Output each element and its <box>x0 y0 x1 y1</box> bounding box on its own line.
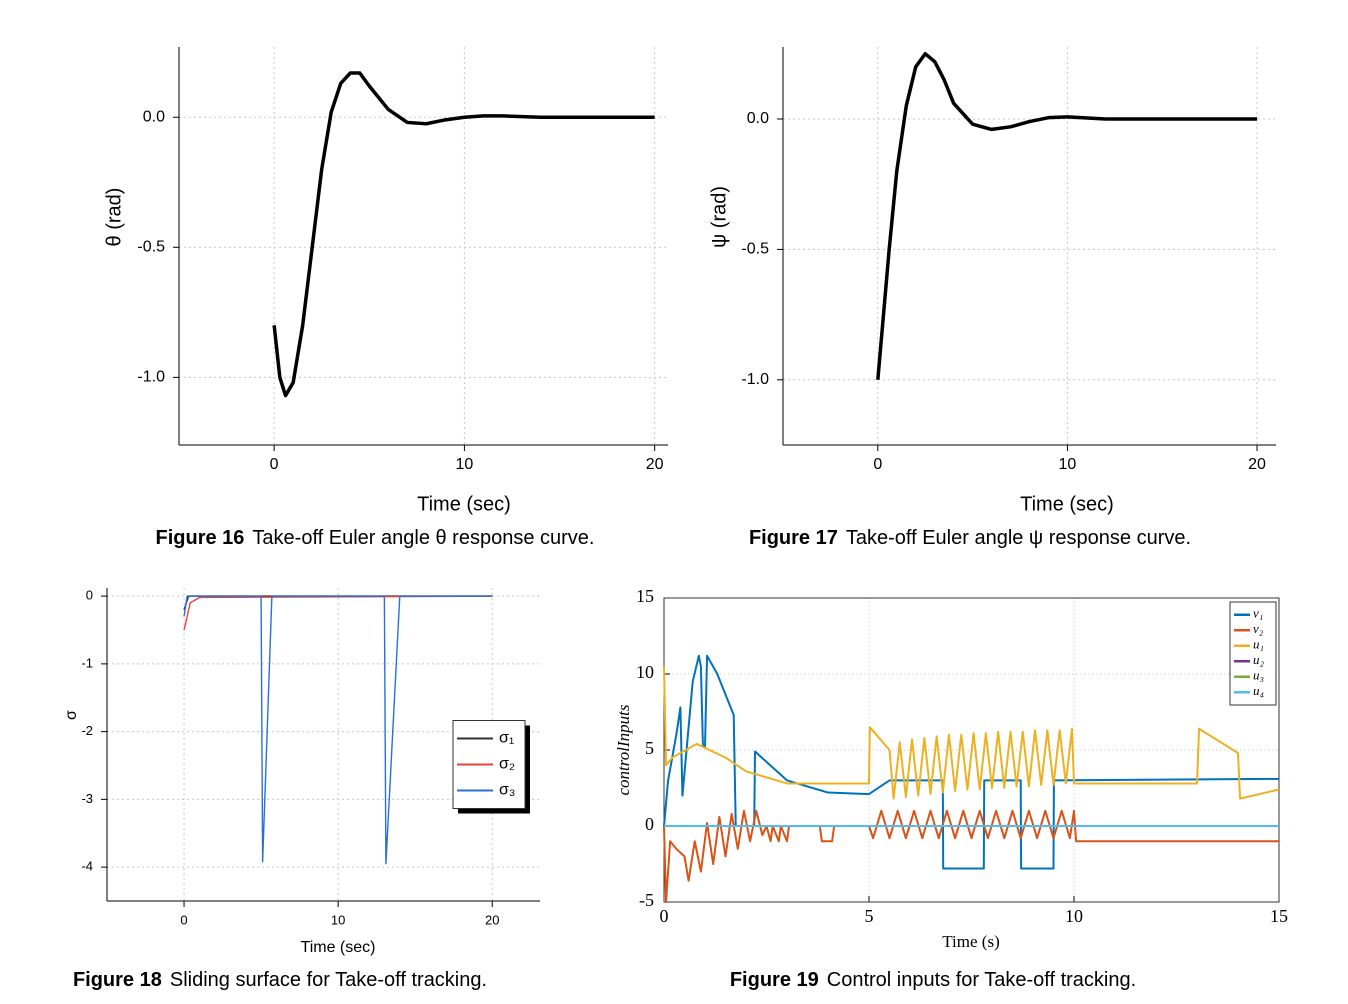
y-tick-label: -1.0 <box>741 371 769 388</box>
y-axis-label: σ <box>63 710 80 720</box>
x-tick-label: 10 <box>456 456 474 473</box>
y-tick-label: -2 <box>81 723 93 738</box>
x-tick-label: 5 <box>865 906 874 926</box>
legend-label: σ₃ <box>499 782 515 799</box>
figure-caption: Figure 19 Control inputs for Take-off tra… <box>730 969 1136 991</box>
figure-label: Figure 18 <box>73 969 162 991</box>
series-line <box>876 52 1258 380</box>
x-tick-label: 10 <box>1059 456 1077 473</box>
y-tick-label: 0 <box>86 588 93 603</box>
legend-label: v₁ <box>1253 606 1263 621</box>
y-tick-label: 10 <box>636 662 654 682</box>
y-axis-label: ψ (rad) <box>708 186 730 248</box>
figure-caption: Figure 17 Take-off Euler angle ψ response… <box>749 527 1191 549</box>
x-axis-label: Time (sec) <box>301 939 376 956</box>
x-tick-label: 0 <box>873 456 882 473</box>
x-tick-label: 0 <box>180 912 187 927</box>
x-tick-label: 10 <box>331 912 345 927</box>
y-axis-label: controlInputs <box>614 704 633 795</box>
x-axis-label: Time (s) <box>942 932 999 951</box>
series-line <box>183 595 493 865</box>
y-tick-label: 5 <box>645 738 654 758</box>
y-tick-label: 0.0 <box>143 108 165 125</box>
legend-label: u₁ <box>1253 637 1264 652</box>
y-tick-label: 15 <box>636 586 654 606</box>
y-tick-label: -1 <box>81 655 93 670</box>
caption-text: Control inputs for Take-off tracking. <box>827 969 1136 991</box>
y-tick-label: -0.5 <box>137 239 165 256</box>
y-tick-label: -5 <box>639 890 654 910</box>
x-tick-label: 10 <box>1065 906 1083 926</box>
figure-caption: Figure 16 Take-off Euler angle θ response… <box>156 527 595 549</box>
series-line <box>272 71 655 398</box>
y-tick-label: -3 <box>81 791 93 806</box>
legend-box <box>1229 601 1277 706</box>
figure-label: Figure 16 <box>156 527 245 549</box>
y-tick-label: -4 <box>81 859 93 874</box>
y-axis-label: θ (rad) <box>103 188 125 247</box>
y-tick-label: -0.5 <box>741 241 769 258</box>
x-tick-label: 20 <box>646 456 664 473</box>
legend-label: σ₂ <box>499 756 515 773</box>
chart: 0 -1 -2 -3 -4 0 10 20 Time (sec) σ σ₁ σ₂ σ₃ Figure 18… <box>63 588 540 991</box>
legend-label: u₂ <box>1253 652 1265 667</box>
x-axis-label: Time (sec) <box>417 493 511 515</box>
legend: σ₁ σ₂ σ₃ <box>452 720 530 814</box>
x-tick-label: 20 <box>1248 456 1266 473</box>
legend-label: v₂ <box>1253 621 1264 636</box>
x-tick-label: 15 <box>1270 906 1288 926</box>
caption-text: Take-off Euler angle θ response curve. <box>252 527 594 549</box>
series-line <box>663 666 1280 800</box>
x-axis-label: Time (sec) <box>1020 493 1114 515</box>
figure-label: Figure 17 <box>749 527 838 549</box>
legend-label: σ₁ <box>499 730 514 747</box>
x-tick-label: 0 <box>270 456 279 473</box>
plot-frame <box>663 597 1280 903</box>
legend-label: u₄ <box>1253 683 1265 698</box>
y-tick-label: 0 <box>645 814 654 834</box>
caption-text: Sliding surface for Take-off tracking. <box>170 969 487 991</box>
series-line <box>663 809 1279 903</box>
caption-text: Take-off Euler angle ψ response curve. <box>846 527 1191 549</box>
x-tick-label: 0 <box>660 906 669 926</box>
figure-label: Figure 19 <box>730 969 819 991</box>
legend-label: u₃ <box>1253 668 1264 683</box>
chart: 0.0 -0.5 -1.0 0 10 20 Time (sec) θ (rad) Figure … <box>103 47 668 549</box>
y-tick-label: -1.0 <box>137 369 165 386</box>
y-tick-label: 0.0 <box>747 110 769 127</box>
chart: 0.0 -0.5 -1.0 0 10 20 Time (sec) ψ (rad) Figure … <box>708 47 1276 549</box>
x-tick-label: 20 <box>485 912 499 927</box>
figure-caption: Figure 18 Sliding surface for Take-off tr… <box>73 969 487 991</box>
